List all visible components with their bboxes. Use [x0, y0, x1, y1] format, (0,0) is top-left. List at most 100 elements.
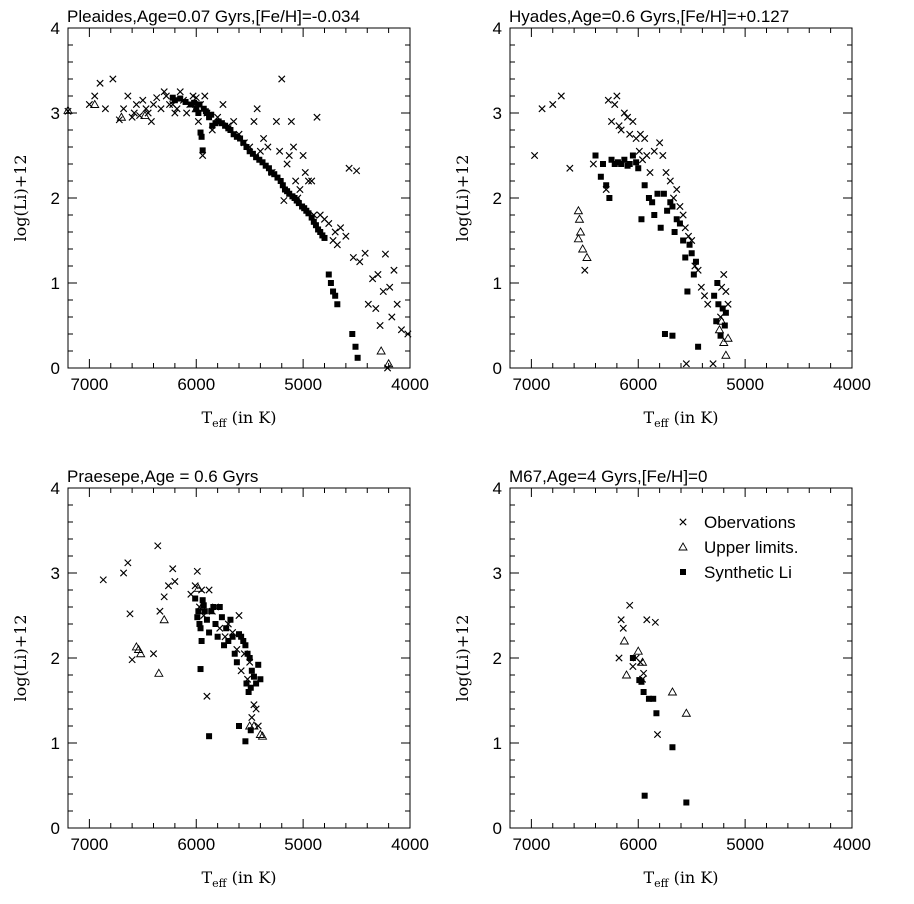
observation-point: [304, 177, 313, 185]
synthetic-point: [325, 271, 332, 278]
observation-point: [301, 168, 309, 177]
synthetic-point: [274, 174, 281, 181]
observation-point: [336, 224, 345, 232]
upper-limit-point: [619, 636, 630, 645]
observation-point: [676, 202, 684, 211]
synthetic-point: [621, 156, 628, 163]
upper-limit-point: [681, 708, 692, 717]
observation-point: [169, 565, 177, 573]
synthetic-point: [673, 216, 680, 223]
synthetic-point: [635, 165, 642, 172]
synthetic-point: [332, 292, 339, 299]
x-tick-label: 4000: [833, 375, 871, 394]
upper-limit-point: [621, 670, 632, 679]
synthetic-point: [683, 799, 690, 806]
synthetic-point: [713, 318, 720, 325]
legend-observations: Obervations: [704, 513, 796, 532]
synthetic-point: [195, 608, 202, 615]
synthetic-point: [242, 738, 249, 745]
synthetic-point: [221, 642, 228, 649]
synthetic-point: [680, 569, 686, 575]
observation-point: [697, 283, 705, 291]
synthetic-point: [227, 127, 234, 133]
upper-limit-point: [154, 668, 164, 677]
synthetic-point: [330, 288, 337, 295]
x-tick-label: 5000: [726, 835, 764, 854]
synthetic-point: [321, 234, 328, 241]
synthetic-point: [200, 602, 207, 609]
observation-point: [581, 266, 589, 274]
synthetic-point: [195, 110, 202, 116]
synthetic-point: [312, 222, 319, 229]
upper-limit-point: [135, 648, 146, 658]
synthetic-point: [684, 288, 691, 295]
synthetic-point: [193, 105, 200, 112]
observation-point: [349, 253, 357, 262]
observation-point: [144, 109, 152, 117]
synthetic-point: [669, 744, 676, 751]
y-tick-label: 1: [51, 734, 60, 753]
y-tick-label: 4: [493, 479, 502, 498]
x-tick-label: 4000: [391, 375, 429, 394]
y-tick-label: 3: [493, 104, 502, 123]
synthetic-point: [233, 133, 240, 140]
y-tick-label: 2: [51, 649, 60, 668]
observation-point: [194, 117, 202, 126]
upper-limit-point: [574, 214, 585, 223]
synthetic-point: [592, 152, 599, 159]
observation-point: [643, 151, 651, 160]
synthetic-point: [334, 301, 341, 308]
observation-point: [724, 300, 732, 308]
observation-point: [119, 105, 128, 113]
upper-limit-point: [575, 227, 586, 236]
synthetic-point: [608, 156, 615, 163]
synthetic-point: [641, 182, 648, 189]
observation-point: [165, 100, 174, 109]
synthetic-point: [197, 129, 204, 136]
observation-point: [149, 650, 158, 658]
synthetic-point: [230, 131, 237, 138]
observation-point: [659, 151, 667, 160]
synthetic-point: [231, 650, 238, 657]
observation-point: [681, 224, 689, 232]
plot-frame: [509, 27, 853, 369]
synthetic-point: [192, 595, 199, 602]
observation-point: [191, 582, 199, 590]
observation-point: [119, 569, 128, 577]
synthetic-point: [191, 99, 198, 106]
observation-point: [325, 219, 333, 228]
observation-point: [635, 147, 643, 155]
observation-point: [278, 75, 286, 83]
observation-point: [91, 92, 99, 100]
observation-point: [566, 164, 574, 172]
observation-point: [623, 113, 632, 121]
synthetic-point: [212, 120, 219, 127]
synthetic-point: [236, 723, 242, 729]
upper-limit-point: [721, 350, 731, 359]
synthetic-point: [210, 604, 217, 610]
upper-limit-point: [63, 105, 73, 114]
upper-limit-point: [678, 542, 688, 551]
observation-point: [673, 185, 681, 194]
observation-point: [272, 117, 280, 126]
synthetic-point: [209, 122, 216, 129]
observation-point: [201, 92, 209, 100]
synthetic-point: [618, 161, 625, 167]
observation-point: [372, 304, 380, 313]
observation-point: [230, 117, 238, 126]
observation-point: [640, 669, 648, 677]
upper-limit-point: [376, 346, 386, 355]
observation-point: [176, 88, 184, 96]
observation-point: [381, 250, 390, 258]
synthetic-point: [253, 154, 260, 161]
synthetic-point: [246, 148, 253, 155]
synthetic-point: [611, 161, 618, 167]
panel-4: M67,Age=4 Gyrs,[Fe/H]=0 7000 6000 5000 4000 0…: [453, 467, 871, 890]
y-tick-label: 0: [51, 359, 60, 378]
synthetic-point: [682, 254, 689, 261]
observation-point: [656, 139, 664, 147]
x-tick-label: 5000: [284, 835, 322, 854]
observation-point: [679, 518, 687, 526]
observation-point: [287, 117, 295, 126]
synthetic-point: [249, 150, 256, 157]
